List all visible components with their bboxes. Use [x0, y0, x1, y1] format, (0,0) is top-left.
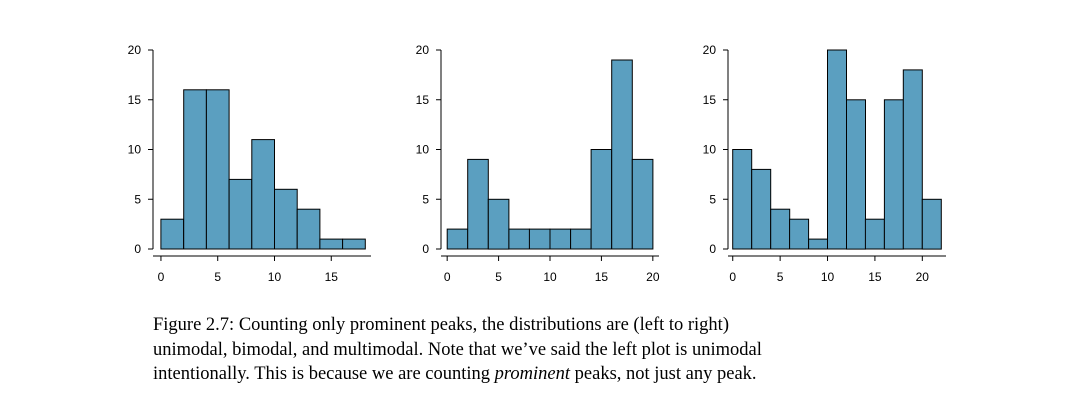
y-tick-label: 5: [709, 192, 716, 206]
bar: [808, 238, 829, 250]
bar: [590, 149, 613, 250]
bar: [228, 178, 253, 250]
bar: [921, 198, 942, 250]
bar: [342, 238, 366, 250]
x-tick-label: 0: [729, 270, 736, 284]
bar: [570, 228, 592, 250]
y-tick-label: 15: [128, 93, 142, 107]
y-tick-label: 5: [422, 192, 429, 206]
bar: [319, 238, 344, 250]
y-tick-label: 15: [703, 93, 717, 107]
x-tick-label: 5: [214, 270, 221, 284]
x-tick-label: 5: [777, 270, 784, 284]
bar: [446, 228, 469, 250]
y-tick-label: 10: [416, 143, 430, 157]
bar: [528, 228, 551, 250]
x-tick-label: 0: [444, 270, 451, 284]
figure-caption: Figure 2.7: Counting only prominent peak…: [153, 313, 945, 387]
y-tick-label: 10: [128, 143, 142, 157]
caption-line-1: Figure 2.7: Counting only prominent peak…: [153, 315, 729, 335]
y-tick-label: 10: [703, 143, 717, 157]
bar: [751, 168, 772, 250]
bar: [883, 99, 904, 250]
bar: [846, 99, 866, 250]
bar: [467, 158, 489, 250]
histogram-panel: 0 5 10 15 20 0 5 10 15 0 5 10 15 20 0 5 10 15 20 0 5 10 15 20 0 5…: [128, 43, 946, 284]
histogram-1: 0 5 10 15 20 0 5 10 15: [128, 43, 371, 284]
x-tick-label: 20: [646, 270, 660, 284]
y-tick-label: 0: [134, 242, 141, 256]
bar: [732, 149, 753, 250]
bar: [251, 139, 276, 250]
bar: [183, 89, 207, 250]
x-tick-label: 20: [916, 270, 930, 284]
y-tick-label: 20: [703, 43, 717, 57]
bar: [296, 208, 321, 250]
bar: [611, 59, 633, 250]
x-tick-label: 10: [268, 270, 282, 284]
bar: [487, 198, 510, 250]
bar: [508, 228, 530, 250]
x-tick-label: 0: [158, 270, 165, 284]
bar: [827, 49, 847, 250]
x-tick-label: 10: [821, 270, 835, 284]
bar: [902, 69, 923, 250]
caption-line-3-end: peaks, not just any peak.: [570, 364, 757, 384]
x-tick-label: 10: [543, 270, 557, 284]
y-tick-label: 15: [416, 93, 430, 107]
caption-emphasis: prominent: [494, 364, 571, 384]
bar: [205, 89, 230, 250]
y-tick-label: 0: [422, 242, 429, 256]
y-tick-label: 5: [134, 192, 141, 206]
x-tick-label: 5: [495, 270, 502, 284]
bar: [770, 208, 791, 250]
x-tick-label: 15: [325, 270, 339, 284]
caption-line-2: unimodal, bimodal, and multimodal. Note …: [153, 339, 762, 360]
bar: [274, 188, 298, 250]
bar: [160, 218, 185, 250]
bar: [864, 218, 885, 250]
bar: [789, 218, 810, 250]
x-tick-label: 15: [868, 270, 882, 284]
y-tick-label: 20: [416, 43, 430, 57]
caption-line-3-start: intentionally. This is because we are co…: [153, 364, 495, 384]
histogram-2: 0 5 10 15 20 0 5 10 15 20: [416, 43, 660, 284]
bar: [549, 228, 572, 250]
y-tick-label: 0: [709, 242, 716, 256]
caption-line-3: intentionally. This is because we are co…: [153, 362, 945, 387]
histogram-3: 0 5 10 15 20 0 5 10 15 20: [703, 43, 946, 284]
y-tick-label: 20: [128, 43, 142, 57]
bar: [631, 158, 654, 250]
x-tick-label: 15: [595, 270, 609, 284]
